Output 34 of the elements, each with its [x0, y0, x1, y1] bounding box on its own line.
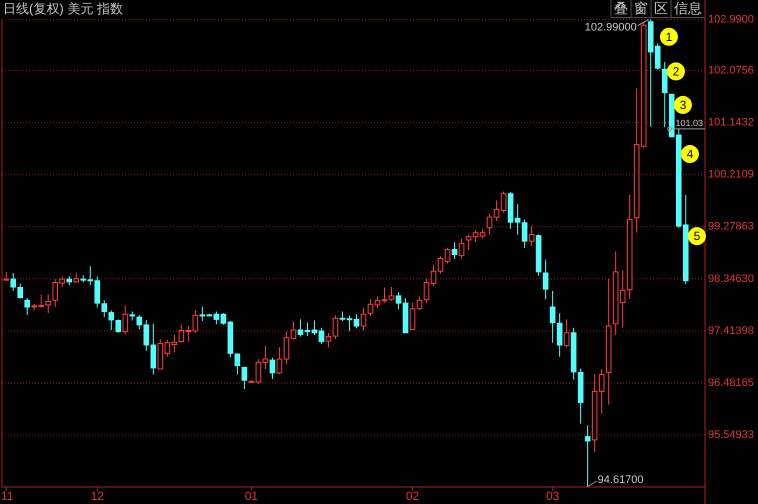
toolbar-label: 窗 — [634, 0, 648, 16]
annotation: 102.99000 — [584, 19, 650, 34]
annotation: 1 — [660, 28, 678, 46]
y-tick-label: 102.9900 — [708, 14, 754, 26]
y-tick-label: 101.1432 — [708, 116, 754, 129]
annotation: 4 — [686, 147, 694, 162]
annotation: 2 — [666, 62, 685, 80]
title: 日线(复权) 美元 指数 — [3, 1, 123, 16]
annotation: 5 — [688, 227, 706, 246]
y-tick-label: 97.41398 — [708, 324, 754, 337]
toolbar-label: 信息 — [674, 0, 702, 16]
x-tick-label: 12 — [90, 489, 104, 503]
annotation: 5 — [694, 229, 701, 244]
toolbar-label: 叠 — [614, 0, 628, 16]
annotation: 3 — [674, 96, 692, 114]
annotation: 1 — [666, 30, 673, 44]
y-tick-label: 100.2109 — [708, 168, 754, 181]
annotation: 4 — [680, 145, 699, 164]
x-tick-label: 11 — [1, 489, 14, 503]
y-tick-label: 96.48165 — [708, 376, 754, 389]
x-tick-label: 02 — [406, 489, 420, 503]
x-tick-label: 03 — [546, 489, 560, 503]
annotation: 94.61700 — [598, 474, 644, 486]
y-tick-label: 95.54933 — [708, 428, 754, 441]
y-tick-label: 102.0756 — [708, 64, 754, 77]
x-tick-label: 01 — [244, 489, 258, 503]
annotation: 94.61700 — [588, 474, 644, 486]
y-tick-label: 99.27863 — [708, 220, 754, 233]
ref-line-label: 101.03 — [675, 118, 703, 128]
annotation: 102.99000 — [584, 22, 637, 34]
toolbar-label: 区 — [654, 0, 668, 16]
annotation: 3 — [680, 98, 687, 112]
annotation: 2 — [672, 64, 680, 78]
y-tick-label: 98.34630 — [708, 272, 754, 285]
